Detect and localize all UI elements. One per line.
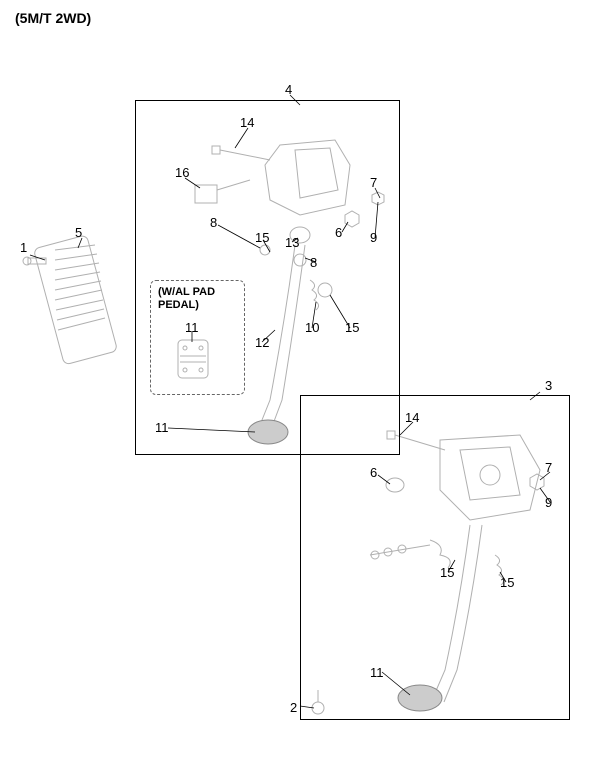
callout-15a: 15	[255, 230, 269, 245]
callout-16: 16	[175, 165, 189, 180]
callout-7b: 7	[545, 460, 552, 475]
inset-label-1: (W/AL PAD	[158, 286, 215, 299]
callout-7a: 7	[370, 175, 377, 190]
callout-14b: 14	[405, 410, 419, 425]
callout-11i: 11	[185, 320, 199, 335]
callout-8a: 8	[210, 215, 217, 230]
callout-12: 12	[255, 335, 269, 350]
callout-11b: 11	[370, 665, 384, 680]
callout-10: 10	[305, 320, 319, 335]
callout-9a: 9	[370, 230, 377, 245]
callout-15d: 15	[500, 575, 514, 590]
callout-14a: 14	[240, 115, 254, 130]
callout-15b: 15	[345, 320, 359, 335]
callout-11a: 11	[155, 420, 169, 435]
callout-13: 13	[285, 235, 299, 250]
callout-6b: 6	[370, 465, 377, 480]
callout-1: 1	[20, 240, 27, 255]
inset-label-2: PEDAL)	[158, 299, 199, 312]
callout-2: 2	[290, 700, 297, 715]
group-box-clutch	[300, 395, 570, 720]
callout-group-3: 3	[545, 378, 552, 393]
callout-9b: 9	[545, 495, 552, 510]
callout-group-4: 4	[285, 82, 292, 97]
callout-5: 5	[75, 225, 82, 240]
callout-15c: 15	[440, 565, 454, 580]
callout-6a: 6	[335, 225, 342, 240]
callout-8b: 8	[310, 255, 317, 270]
